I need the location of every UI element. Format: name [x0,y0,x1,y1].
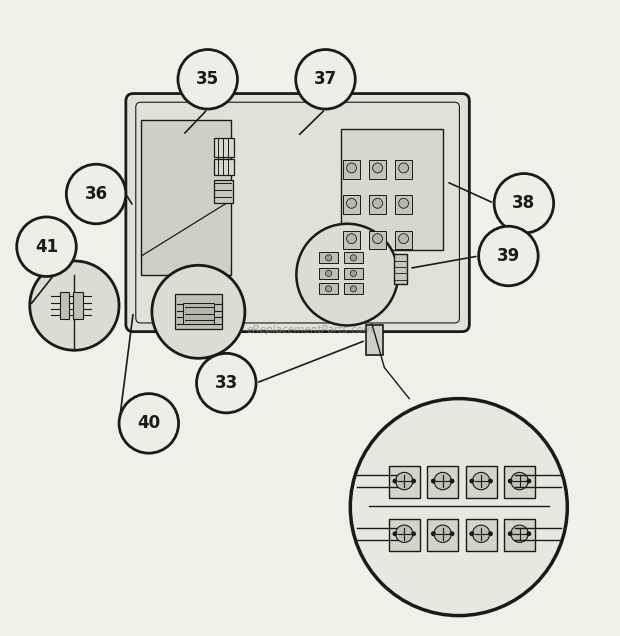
Circle shape [450,531,454,536]
Circle shape [373,163,383,173]
FancyBboxPatch shape [395,231,412,249]
Text: 41: 41 [35,238,58,256]
FancyBboxPatch shape [427,466,458,499]
Circle shape [479,226,538,286]
FancyBboxPatch shape [319,268,338,279]
FancyBboxPatch shape [504,466,535,499]
Circle shape [350,399,567,616]
Circle shape [450,478,454,483]
FancyBboxPatch shape [369,231,386,249]
Circle shape [119,394,179,453]
FancyBboxPatch shape [341,129,443,250]
Circle shape [350,286,356,292]
Circle shape [488,478,493,483]
Text: 37: 37 [314,71,337,88]
FancyBboxPatch shape [183,303,214,324]
FancyBboxPatch shape [389,466,420,499]
Circle shape [178,50,237,109]
Circle shape [350,255,356,261]
Circle shape [469,531,474,536]
FancyBboxPatch shape [175,294,222,329]
FancyBboxPatch shape [214,159,234,176]
Circle shape [197,354,256,413]
Circle shape [326,270,332,277]
FancyBboxPatch shape [427,519,458,551]
Circle shape [30,261,119,350]
FancyBboxPatch shape [60,292,69,319]
Circle shape [373,198,383,208]
FancyBboxPatch shape [366,326,383,355]
Circle shape [396,473,413,490]
FancyBboxPatch shape [141,120,231,275]
FancyBboxPatch shape [126,93,469,331]
FancyBboxPatch shape [73,292,83,319]
Circle shape [526,478,531,483]
FancyBboxPatch shape [395,195,412,214]
FancyBboxPatch shape [394,254,407,284]
Text: eReplacementParts.com: eReplacementParts.com [246,326,374,335]
FancyBboxPatch shape [343,160,360,179]
FancyBboxPatch shape [369,195,386,214]
Circle shape [326,286,332,292]
Circle shape [431,531,436,536]
Circle shape [392,478,397,483]
Circle shape [508,531,513,536]
Circle shape [392,531,397,536]
FancyBboxPatch shape [214,180,232,204]
Text: 36: 36 [84,185,108,203]
Circle shape [296,50,355,109]
Circle shape [347,198,356,208]
FancyBboxPatch shape [466,466,497,499]
Circle shape [399,163,409,173]
Circle shape [434,473,451,490]
Text: 33: 33 [215,374,238,392]
FancyBboxPatch shape [466,519,497,551]
FancyBboxPatch shape [319,283,338,294]
Circle shape [411,531,416,536]
Circle shape [488,531,493,536]
Circle shape [296,224,398,326]
Circle shape [326,255,332,261]
Circle shape [508,478,513,483]
FancyBboxPatch shape [344,252,363,263]
Circle shape [399,233,409,244]
Text: 38: 38 [512,195,536,212]
FancyBboxPatch shape [344,268,363,279]
FancyBboxPatch shape [369,160,386,179]
Circle shape [17,217,76,277]
Circle shape [494,174,554,233]
FancyBboxPatch shape [214,138,234,157]
Circle shape [411,478,416,483]
Circle shape [399,198,409,208]
FancyBboxPatch shape [504,519,535,551]
Circle shape [472,525,490,543]
Circle shape [373,233,383,244]
Text: 39: 39 [497,247,520,265]
FancyBboxPatch shape [343,231,360,249]
FancyBboxPatch shape [319,252,338,263]
FancyBboxPatch shape [343,195,360,214]
Text: 40: 40 [137,415,161,432]
Circle shape [469,478,474,483]
Circle shape [347,163,356,173]
Circle shape [66,164,126,224]
Circle shape [431,478,436,483]
Circle shape [511,525,528,543]
Circle shape [396,525,413,543]
FancyBboxPatch shape [395,160,412,179]
Circle shape [152,265,245,358]
FancyBboxPatch shape [344,283,363,294]
Circle shape [347,233,356,244]
Circle shape [526,531,531,536]
FancyBboxPatch shape [389,519,420,551]
Circle shape [472,473,490,490]
Circle shape [511,473,528,490]
Text: 35: 35 [196,71,219,88]
Circle shape [350,270,356,277]
Circle shape [434,525,451,543]
